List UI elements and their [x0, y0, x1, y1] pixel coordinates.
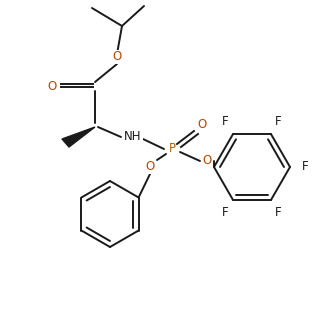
Text: NH: NH	[124, 130, 142, 144]
Text: O: O	[146, 160, 155, 174]
Text: F: F	[275, 206, 282, 219]
Polygon shape	[62, 127, 95, 147]
Text: F: F	[222, 206, 229, 219]
Text: P: P	[169, 143, 175, 155]
Text: F: F	[222, 115, 229, 128]
Text: O: O	[112, 50, 122, 63]
Text: O: O	[47, 80, 57, 93]
Text: O: O	[198, 118, 207, 131]
Text: F: F	[302, 160, 308, 174]
Text: F: F	[275, 115, 282, 128]
Text: O: O	[202, 154, 212, 167]
